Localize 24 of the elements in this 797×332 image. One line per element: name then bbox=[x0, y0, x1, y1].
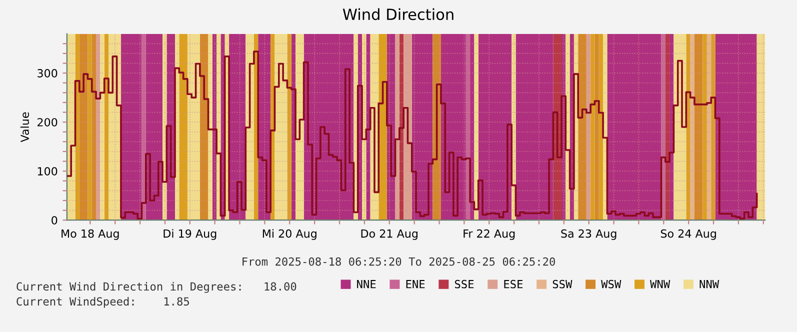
legend-label: NNW bbox=[700, 280, 720, 288]
legend-label: SSE bbox=[454, 280, 474, 288]
text: From 2025-08-18 06:25:20 To 2025-08-25 06:25:20 bbox=[242, 257, 555, 266]
legend-label: ENE bbox=[406, 280, 425, 288]
y-tick-label: 200 bbox=[38, 118, 58, 126]
x-tick-label: Fr 22 Aug bbox=[464, 229, 515, 240]
x-tick-label: So 24 Aug bbox=[660, 229, 716, 240]
x-tick-label: Mi 20 Aug bbox=[262, 229, 316, 240]
x-tick-label: Sa 23 Aug bbox=[561, 229, 616, 240]
y-tick-label: 100 bbox=[38, 167, 58, 176]
chart-title: Wind Direction bbox=[342, 8, 454, 20]
x-tick-label: Mo 18 Aug bbox=[62, 229, 119, 240]
legend-label: WNW bbox=[650, 280, 670, 288]
legend-label: WSW bbox=[601, 280, 622, 288]
x-tick-label: Di 19 Aug bbox=[164, 229, 216, 240]
text: Current WindSpeed: 1.85 bbox=[16, 296, 189, 308]
legend-label: NNE bbox=[357, 280, 376, 288]
y-tick-label: 0 bbox=[52, 216, 58, 224]
legend-label: ESE bbox=[504, 280, 523, 288]
y-axis-title: Value bbox=[20, 112, 30, 142]
text: Current Wind Direction in Degrees: 18.00 bbox=[16, 282, 296, 293]
legend-label: SSW bbox=[552, 280, 572, 288]
y-tick-label: 300 bbox=[38, 69, 58, 78]
x-tick-label: Do 21 Aug bbox=[361, 229, 418, 240]
